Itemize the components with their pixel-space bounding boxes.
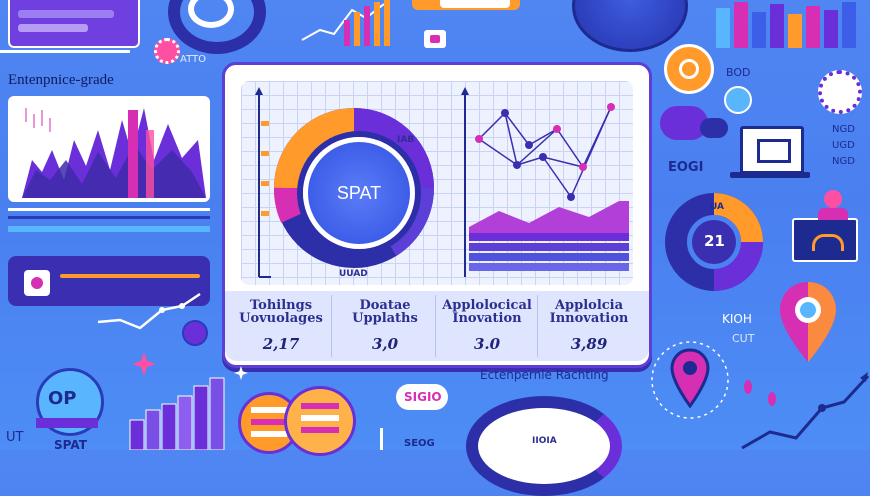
settings-icon [818,70,862,114]
op-label: OP [48,388,77,409]
stat-item: Doatae Upplaths 3,0 [335,295,436,357]
spat-label-bottom: SPAT [54,438,87,452]
left-chart-panel [8,96,210,202]
eogi-label: EOGI [668,160,704,175]
divider [8,208,210,211]
location-pin-icon [651,341,729,419]
chart-grid: SPAT IAB UUAD [241,81,633,285]
pin-icon [744,380,752,394]
right-axis [461,87,469,277]
stat-value: 3,0 [371,335,399,353]
sparkle-icon [234,366,248,380]
top-left-banner [8,0,140,48]
op-ribbon [36,418,98,428]
user-panel [792,218,858,262]
laptop-base [730,172,810,178]
badge-icon [24,270,50,296]
pin-icon [768,392,776,406]
divider [8,226,210,232]
bar-chart-bottom-left [129,377,225,450]
stat-value: 3,89 [570,335,608,353]
globe-icon [572,0,688,52]
donut-label: SPAT [336,182,382,203]
stat-value: 2,17 [262,335,300,353]
banner-underline [0,50,130,53]
stat-label: Doatae Upplaths [352,298,418,326]
trend-line [741,372,870,450]
top-ribbon-inner [440,0,510,8]
network-line-chart [475,103,615,201]
gauge-tag: UA [710,202,724,212]
slider-knob [182,320,208,346]
list-label: NGD [832,124,855,135]
stat-item: Applolcia Innovation 3,89 [539,295,639,357]
donut-tag-top: IAB [397,135,415,145]
donut-fragment-ring [188,0,234,28]
stat-label: Applolocical Inovation [442,298,532,326]
brand-label: Entenpnice-grade [8,72,114,88]
shield-icon [724,86,752,114]
laptop-icon [740,126,804,174]
gauge-chart [665,193,763,291]
sparkle-icon [132,352,156,376]
ring-chart [466,396,622,496]
stat-label: Tohilngs Uovuolages [239,298,323,326]
left-area-chart [22,108,206,198]
coin-icon [284,386,356,456]
list-label: UGD [832,140,855,151]
bubble-label: SIGIO [404,390,442,404]
seog-label: SEOG [404,438,435,449]
enterprise-tracking-label: Ectenpernie Rachting [480,368,609,382]
ut-label: UT [6,430,24,445]
center-dashboard-card: SPAT IAB UUAD [222,62,652,368]
bod-label: BOD [726,66,751,79]
banner-stripe [18,24,88,32]
cut-label: CUT [732,332,755,345]
gauge-value: 21 [704,232,725,250]
striped-area-chart [469,201,629,271]
stats-row: Tohilngs Uovuolages 2,17 Doatae Upplaths… [225,291,649,361]
donut-center: SPAT [303,137,415,249]
kioh-label: KIOH [722,312,752,326]
avatar [824,190,842,208]
ring-label: IIOIA [532,436,557,446]
panel-divider [60,274,200,278]
cloud-icon-small [700,118,728,138]
bar-chart-icon-top-right [716,2,856,48]
banner-stripe [18,10,114,18]
speech-bubble [396,384,448,410]
donut-tag-bottom: UUAD [339,269,368,279]
arrow-icon [380,428,383,450]
left-line-graph [97,292,201,330]
stat-item: Tohilngs Uovuolages 2,17 [231,295,332,357]
stat-label: Applolcia Innovation [549,298,629,326]
donut-chart [274,108,435,268]
clock-icon [664,44,714,94]
folder-icon [424,30,446,48]
divider [8,216,210,219]
atto-label: ATTO [180,54,206,65]
tick-marks [261,121,269,216]
left-line-panel [8,256,210,306]
map-pin-icon [780,282,836,362]
stat-item: Applolocical Inovation 3.0 [437,295,538,357]
left-axis [255,87,271,278]
avatar-body [818,208,848,220]
stat-value: 3.0 [473,335,501,353]
bar-chart-icon-top [301,0,390,46]
gear-icon [154,38,180,64]
list-label: NGD [832,156,855,167]
